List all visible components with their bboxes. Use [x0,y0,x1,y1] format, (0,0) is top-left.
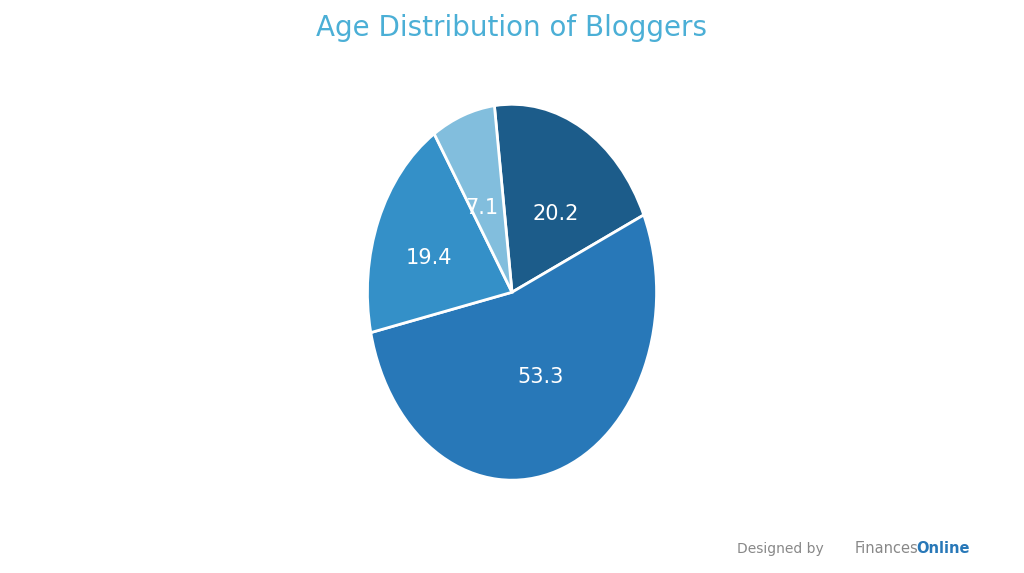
Title: Age Distribution of Bloggers: Age Distribution of Bloggers [316,14,708,42]
Wedge shape [495,104,644,292]
Text: 53.3: 53.3 [517,367,563,387]
Wedge shape [434,105,512,292]
Text: 7.1: 7.1 [465,198,499,218]
Text: 20.2: 20.2 [532,204,580,224]
Text: Designed by: Designed by [737,542,824,556]
Wedge shape [371,215,656,480]
Text: 19.4: 19.4 [406,248,453,268]
Wedge shape [368,134,512,332]
Text: Finances: Finances [855,541,919,556]
Text: Online: Online [916,541,970,556]
